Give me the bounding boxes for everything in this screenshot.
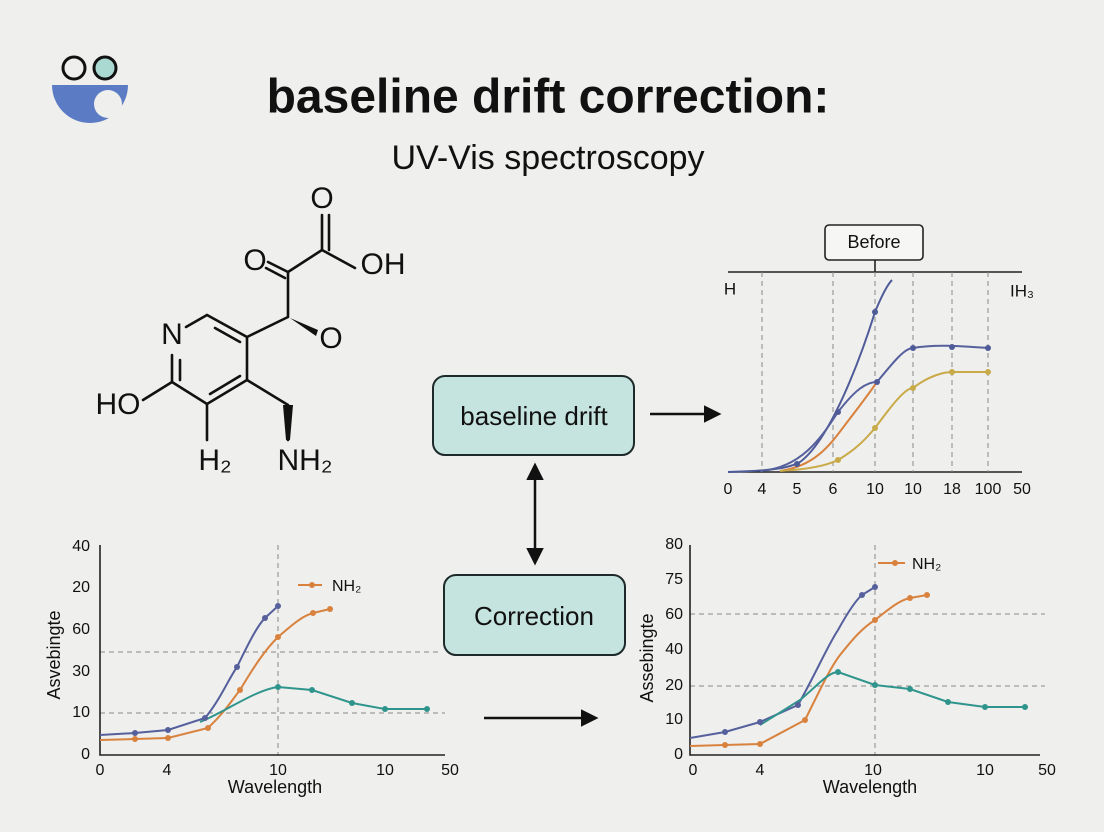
x-tick-label: 100 xyxy=(975,481,1002,498)
x-tick-label: 10 xyxy=(904,481,922,498)
x-tick-label: 18 xyxy=(943,481,961,498)
y-tick-label: 20 xyxy=(72,579,90,596)
x-axis-label: Wavelength xyxy=(228,777,322,797)
x-tick-label: 10 xyxy=(976,762,994,779)
x-tick-label: 50 xyxy=(1013,481,1031,498)
atom-label: NH₂ xyxy=(278,444,333,477)
atom-label: N xyxy=(161,318,183,351)
atom-label: O xyxy=(243,244,266,277)
node-box xyxy=(432,375,635,456)
before-chart: Before H IH₃ 0 4 5 6 10 10 18 100 50 xyxy=(724,224,1034,498)
atom-label: O xyxy=(319,322,342,355)
molecule: O O OH N O HO H₂ NH₂ xyxy=(96,182,406,477)
y-tick-label: 40 xyxy=(72,538,90,555)
x-tick-label: 0 xyxy=(724,481,733,498)
title: baseline drift correction: xyxy=(267,71,830,124)
y-tick-label: 60 xyxy=(665,606,683,623)
x-tick-label: 50 xyxy=(441,762,459,779)
atom-label: H₂ xyxy=(198,444,231,477)
y-tick-label: 40 xyxy=(665,641,683,658)
x-tick-label: 50 xyxy=(1038,762,1056,779)
y-tick-label: 60 xyxy=(72,621,90,638)
y-tick-label: 0 xyxy=(674,746,683,763)
y-tick-label: 75 xyxy=(665,571,683,588)
y-axis-label: Asvebingte xyxy=(44,610,64,699)
x-tick-label: 5 xyxy=(793,481,802,498)
y-axis-label: Assebingte xyxy=(637,613,657,702)
atom-label: HO xyxy=(96,388,141,421)
y-tick-label: 10 xyxy=(665,711,683,728)
side-label: H xyxy=(724,279,736,298)
y-tick-label: 10 xyxy=(72,704,90,721)
x-tick-label: 6 xyxy=(829,481,838,498)
legend-label: NH₂ xyxy=(332,578,361,595)
x-axis-label: Wavelength xyxy=(823,777,917,797)
node-label: baseline drift xyxy=(460,401,608,431)
node-box xyxy=(443,574,626,656)
x-tick-label: 10 xyxy=(866,481,884,498)
logo xyxy=(52,55,128,123)
x-tick-label: 0 xyxy=(689,762,698,779)
node-label: Correction xyxy=(474,601,594,631)
x-tick-label: 4 xyxy=(756,762,765,779)
y-tick-label: 30 xyxy=(72,663,90,680)
y-tick-label: 80 xyxy=(665,536,683,553)
atom-label: OH xyxy=(361,248,406,281)
y-tick-label: 0 xyxy=(81,746,90,763)
side-label: IH₃ xyxy=(1010,281,1034,300)
legend-label: NH₂ xyxy=(912,556,941,573)
x-tick-label: 10 xyxy=(864,762,882,779)
right-chart: NH₂ Wavelength Assebingte 0 4 10 10 50 80 75 60… xyxy=(637,536,1056,797)
x-tick-label: 10 xyxy=(269,762,287,779)
box-label: Before xyxy=(847,232,900,252)
y-tick-label: 20 xyxy=(665,677,683,694)
atom-label: O xyxy=(310,182,333,215)
subtitle: UV-Vis spectroscopy xyxy=(391,139,704,177)
x-tick-label: 10 xyxy=(376,762,394,779)
left-chart: NH₂ Wavelength Asvebingte 0 4 10 10 50 40 20 60… xyxy=(44,538,459,797)
x-tick-label: 4 xyxy=(758,481,767,498)
x-tick-label: 4 xyxy=(163,762,172,779)
x-tick-label: 0 xyxy=(96,762,105,779)
